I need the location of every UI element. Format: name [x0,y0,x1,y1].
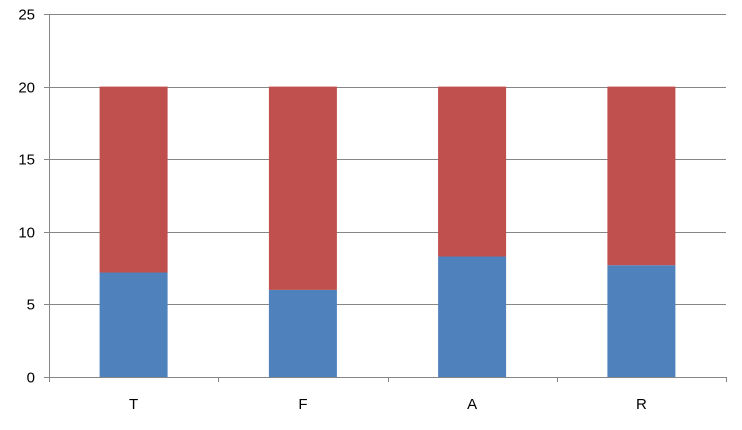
bars [99,86,676,377]
axes [44,14,727,382]
y-tick-label: 10 [18,225,35,242]
x-tick-label: F [298,396,307,413]
x-tick-label: R [636,396,647,413]
tick-labels: 0 5 10 15 20 25 T F A R [18,7,647,414]
y-tick-label: 20 [18,80,35,97]
bar-segment-T-series-1 [99,272,168,377]
bar-segment-A-series-1 [438,256,507,377]
y-tick-label: 0 [27,370,35,387]
bar-segment-F-series-1 [268,289,337,377]
y-tick-label: 5 [27,297,35,314]
bar-segment-F-series-2 [268,86,337,290]
bar-segment-A-series-2 [438,86,507,257]
bar-segment-R-series-1 [607,265,676,377]
y-tick-label: 15 [18,152,35,169]
y-tick-label: 25 [18,7,35,24]
x-tick-label: A [467,396,477,413]
bar-segment-R-series-2 [607,86,676,266]
bar-segment-T-series-2 [99,86,168,273]
x-tick-label: T [129,396,138,413]
